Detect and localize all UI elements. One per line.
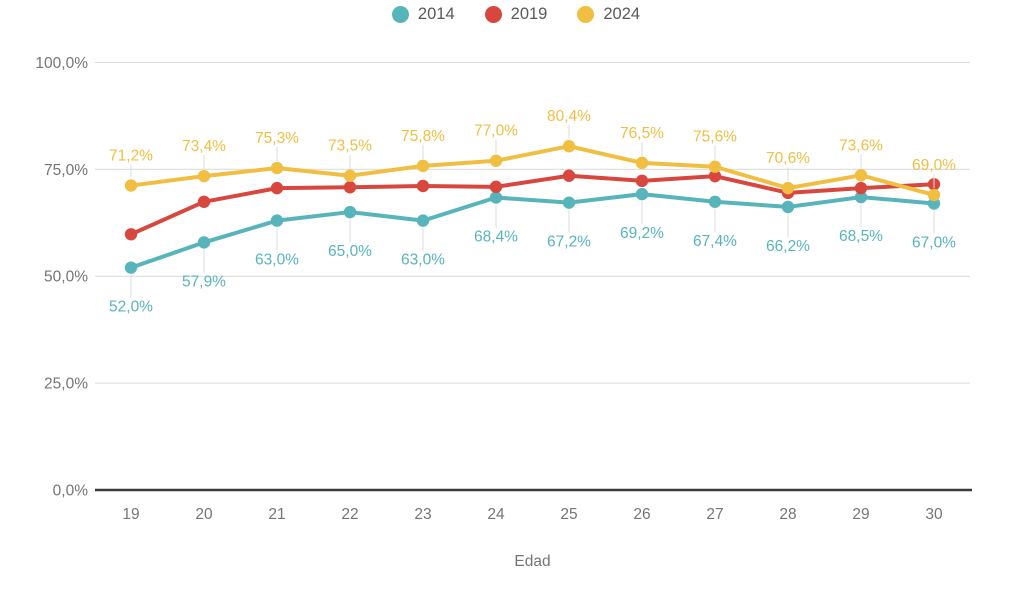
data-point-2019-23[interactable] [416,179,430,193]
data-label-2014-23: 63,0% [401,252,445,269]
y-tick-label: 75,0% [44,162,88,179]
x-tick-label: 20 [195,506,213,523]
legend-item-2019[interactable]: 2019 [484,5,548,24]
data-point-2014-21[interactable] [270,214,284,227]
x-tick-label: 19 [122,506,139,523]
series-line-2024 [129,144,936,197]
data-point-2019-22[interactable] [343,181,357,194]
data-point-2019-20[interactable] [197,195,211,208]
y-tick-label: 100,0% [35,55,88,72]
data-point-2014-25[interactable] [562,196,576,209]
data-point-2024-25[interactable] [562,140,576,153]
series-line-2014 [129,192,936,270]
data-label-2024-29: 73,6% [839,137,883,154]
data-point-2024-26[interactable] [635,156,649,170]
data-point-2024-28[interactable] [781,181,795,195]
data-point-2024-27[interactable] [708,160,722,173]
data-label-2014-20: 57,9% [182,273,226,290]
y-tick-label: 50,0% [44,269,88,286]
x-tick-label: 24 [487,506,505,523]
legend-label-2024: 2024 [603,5,641,23]
data-label-2014-28: 66,2% [766,238,810,255]
legend-label-2019: 2019 [510,5,548,23]
legend-label-2014: 2014 [417,5,455,23]
data-point-2014-26[interactable] [635,187,649,201]
data-point-2014-30[interactable] [927,197,941,210]
data-point-2024-20[interactable] [197,169,211,183]
data-point-2014-22[interactable] [343,205,357,219]
data-label-2014-24: 68,4% [474,229,518,246]
x-tick-label: 28 [779,506,796,523]
y-tick-label: 0,0% [53,483,89,500]
data-point-2024-22[interactable] [343,169,357,182]
series-line-2019 [129,173,936,237]
data-point-2014-28[interactable] [781,200,795,214]
data-label-2024-26: 76,5% [620,125,664,142]
x-tick-label: 26 [633,506,650,523]
data-point-2024-19[interactable] [124,179,138,192]
data-point-2019-24[interactable] [489,180,503,194]
data-label-2014-27: 67,4% [693,233,737,250]
x-tick-label: 23 [414,506,431,523]
data-point-2019-21[interactable] [270,181,284,195]
data-label-2024-25: 80,4% [547,108,591,125]
legend-dot-2024-icon [577,6,595,23]
data-label-2024-22: 73,5% [328,138,372,155]
data-point-2014-23[interactable] [416,214,430,227]
legend-item-2024[interactable]: 2024 [577,5,640,24]
data-point-2024-24[interactable] [489,154,503,167]
x-tick-label: 29 [852,506,869,523]
legend-item-2014[interactable]: 2014 [391,5,455,24]
data-label-2014-25: 67,2% [547,234,591,251]
data-point-2019-27[interactable] [708,169,722,183]
x-tick-label: 25 [560,506,577,523]
x-axis-title: Edad [514,553,550,570]
data-label-2014-22: 65,0% [328,243,372,260]
data-point-2014-20[interactable] [197,236,211,249]
data-label-2024-23: 75,8% [401,128,445,145]
data-point-2019-29[interactable] [854,181,868,195]
x-tick-label: 22 [341,506,358,523]
x-tick-label: 27 [706,506,723,523]
data-point-2024-23[interactable] [416,159,430,173]
data-label-2024-20: 73,4% [182,138,226,155]
data-point-2014-29[interactable] [854,190,868,204]
data-point-2019-26[interactable] [635,174,649,188]
x-tick-label: 30 [925,506,943,523]
legend-dot-2014-icon [391,6,409,23]
data-point-2024-30[interactable] [927,188,941,202]
data-label-2024-28: 70,6% [766,150,810,167]
data-label-2014-19: 52,0% [109,299,153,316]
data-label-2014-29: 68,5% [839,228,883,245]
data-label-2014-26: 69,2% [620,225,664,242]
chart-legend: 2014 2019 2024 [0,5,1032,24]
data-label-2024-24: 77,0% [474,123,518,140]
data-point-2024-21[interactable] [270,161,284,175]
data-label-2024-19: 71,2% [109,148,153,165]
data-label-2024-30: 69,0% [912,157,956,174]
y-tick-label: 25,0% [44,376,88,393]
data-point-2014-24[interactable] [489,191,503,204]
legend-dot-2019-icon [484,6,502,23]
data-point-2019-25[interactable] [562,169,576,182]
x-tick-label: 21 [268,506,285,523]
data-label-2024-27: 75,6% [693,129,737,146]
data-label-2014-30: 67,0% [912,235,956,252]
data-point-2014-27[interactable] [708,195,722,208]
data-point-2014-19[interactable] [124,261,138,274]
data-point-2024-29[interactable] [854,169,868,182]
data-point-2019-19[interactable] [124,228,138,241]
data-label-2024-21: 75,3% [255,130,299,147]
data-label-2014-21: 63,0% [255,252,299,269]
